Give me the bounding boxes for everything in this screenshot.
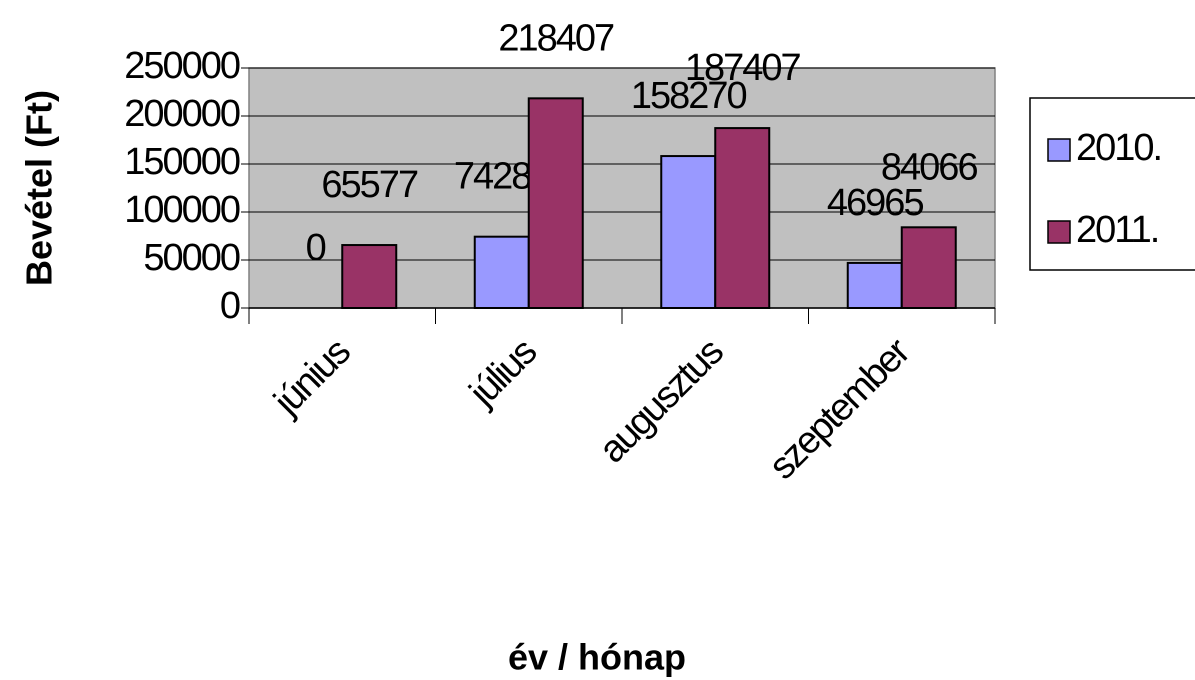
y-axis-title: Bevétel (Ft)	[19, 90, 60, 286]
value-label: 158270	[631, 75, 747, 117]
y-tick-label: 100000	[124, 189, 240, 231]
value-label: 187407	[685, 47, 801, 89]
value-label: 218407	[498, 17, 614, 59]
bar	[527, 97, 584, 309]
x-axis-title: év / hónap	[508, 637, 686, 678]
value-label: 65577	[321, 164, 418, 206]
bar	[900, 226, 957, 310]
bar	[714, 127, 771, 309]
x-tick-label: június	[266, 331, 359, 424]
value-label: 46965	[827, 182, 924, 224]
y-tick-label: 50000	[143, 237, 240, 279]
bar	[341, 244, 398, 309]
bar	[846, 261, 903, 310]
y-tick-label: 200000	[124, 93, 240, 135]
bar	[660, 155, 717, 309]
legend-label: 2011.	[1076, 209, 1158, 251]
x-tick-label: augusztus	[591, 331, 731, 471]
value-label: 84066	[881, 146, 978, 188]
y-tick-label: 150000	[124, 141, 240, 183]
y-tick-label: 0	[220, 285, 240, 327]
legend-swatch	[1047, 220, 1071, 244]
value-label: 0	[306, 227, 326, 269]
x-tick-label: szeptember	[761, 330, 919, 488]
legend-swatch	[1047, 138, 1071, 162]
x-tick-label: július	[461, 331, 545, 415]
bar	[473, 235, 530, 309]
legend-label: 2010.	[1076, 127, 1161, 169]
y-tick-label: 250000	[124, 45, 240, 87]
